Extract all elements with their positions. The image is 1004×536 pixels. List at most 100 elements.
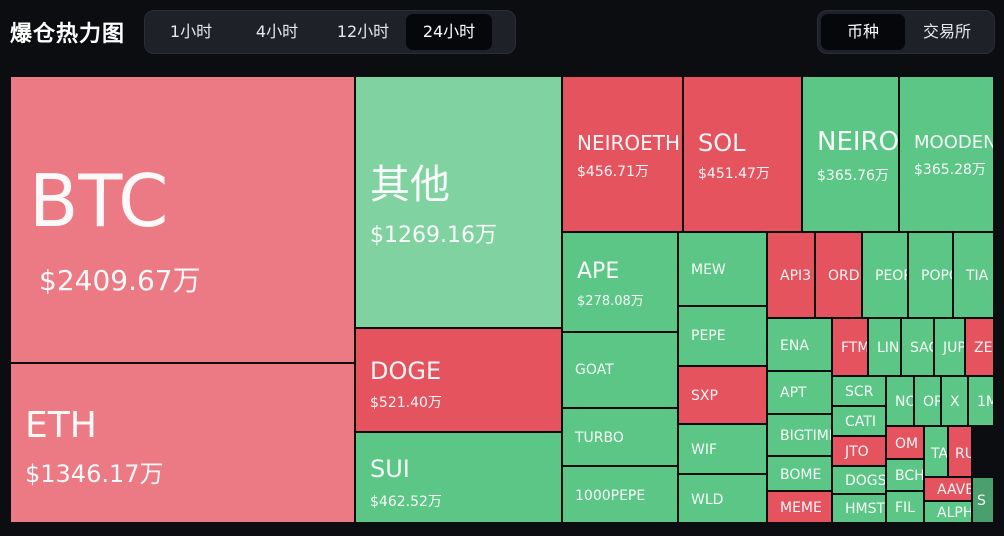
heatmap-tile-not[interactable]: NOT: [886, 376, 914, 426]
tile-symbol: TAO: [931, 446, 948, 462]
heatmap-tile-dogs[interactable]: DOGS: [832, 466, 886, 494]
tile-symbol: AAVE: [937, 482, 972, 498]
heatmap-tile-scr[interactable]: SCR: [832, 376, 886, 406]
heatmap-tile-link[interactable]: LINK: [868, 318, 901, 376]
heatmap-tile-popcat[interactable]: POPCAT: [908, 232, 953, 318]
tile-value: $278.08万: [577, 294, 644, 309]
page-title: 爆仓热力图: [10, 22, 126, 47]
tile-symbol: ZEC: [974, 340, 993, 356]
heatmap-tile-turbo[interactable]: TURBO: [562, 408, 678, 466]
tab-24h[interactable]: 24小时: [406, 14, 492, 50]
tile-symbol: SAGA: [910, 340, 933, 356]
heatmap-tile-aave[interactable]: AAVE: [924, 477, 972, 501]
heatmap-tile-people[interactable]: PEOPLE: [862, 232, 908, 318]
heatmap-tile-bome[interactable]: BOME: [767, 456, 832, 491]
tile-symbol: SXP: [691, 388, 718, 404]
heatmap-tile-1000pepe[interactable]: 1000PEPE: [562, 466, 678, 523]
heatmap-tile-mew[interactable]: MEW: [678, 232, 767, 306]
tab-coin[interactable]: 币种: [821, 14, 905, 50]
tile-symbol: NOT: [895, 394, 913, 410]
tile-symbol: BTC: [29, 159, 169, 243]
heatmap-tile-om[interactable]: OM: [886, 426, 924, 459]
heatmap-tile-moodeng[interactable]: MOODENG $365.28万: [899, 76, 994, 232]
heatmap-tile-meme[interactable]: MEME: [767, 491, 832, 523]
tile-symbol: WIF: [691, 442, 718, 458]
tile-symbol: PEPE: [691, 328, 726, 344]
heatmap-tile-zec[interactable]: ZEC: [965, 318, 994, 376]
time-range-tabs: 1小时 4小时 12小时 24小时: [144, 10, 516, 54]
group-by-tabs: 币种 交易所: [817, 10, 995, 54]
liquidation-heatmap: BTC $2409.67万 ETH $1346.17万 其他 $1269.16万 DOGE $…: [10, 76, 994, 523]
tile-symbol: TURBO: [575, 430, 624, 446]
tile-symbol: CATI: [845, 414, 876, 430]
heatmap-tile-ape[interactable]: APE $278.08万: [562, 232, 678, 332]
heatmap-tile-s[interactable]: S: [972, 477, 994, 523]
heatmap-tile-btc[interactable]: BTC $2409.67万: [10, 76, 355, 363]
tile-symbol: RUNE: [955, 446, 971, 462]
heatmap-tile-fil[interactable]: FIL: [886, 491, 924, 523]
tab-exchange[interactable]: 交易所: [922, 22, 971, 41]
heatmap-tile-bigtime[interactable]: BIGTIME: [767, 414, 832, 456]
heatmap-tile-pepe[interactable]: PEPE: [678, 306, 767, 366]
tile-symbol: JTO: [845, 444, 869, 460]
tile-symbol: MEME: [780, 500, 822, 516]
tile-symbol: ORDI: [828, 268, 862, 284]
tile-symbol: SUI: [370, 455, 410, 483]
tile-symbol: TIA: [966, 268, 989, 284]
heatmap-tile-cati[interactable]: CATI: [832, 406, 886, 436]
heatmap-tile-neiro[interactable]: NEIRO $365.76万: [802, 76, 899, 232]
heatmap-tile-rune[interactable]: RUNE: [948, 426, 972, 477]
tile-symbol: MOODENG: [914, 132, 993, 153]
heatmap-tile-saga[interactable]: SAGA: [901, 318, 934, 376]
tab-1h[interactable]: 1小时: [169, 22, 213, 41]
tile-symbol: DOGS: [845, 473, 886, 489]
heatmap-tile-hmstr[interactable]: HMSTR: [832, 494, 886, 523]
heatmap-tile-x[interactable]: X: [941, 376, 968, 426]
heatmap-tile-neiroeth[interactable]: NEIROETH $456.71万: [562, 76, 683, 232]
heatmap-tile-eth[interactable]: ETH $1346.17万: [10, 363, 355, 523]
tile-symbol: APE: [577, 259, 620, 284]
tile-symbol: SCR: [845, 384, 874, 400]
heatmap-tile-alph[interactable]: ALPH: [924, 501, 972, 523]
tile-symbol: 1000PEPE: [575, 488, 646, 504]
tile-symbol: LINK: [877, 340, 900, 356]
tile-value: $365.28万: [914, 162, 986, 178]
heatmap-tile-wld[interactable]: WLD: [678, 474, 767, 523]
heatmap-tile-doge[interactable]: DOGE $521.40万: [355, 328, 562, 432]
heatmap-tile-bch[interactable]: BCH: [886, 459, 924, 491]
heatmap-tile-sxp[interactable]: SXP: [678, 366, 767, 424]
tile-symbol: GOAT: [575, 362, 614, 378]
tile-symbol: OP: [923, 394, 941, 410]
heatmap-tile-ordi[interactable]: ORDI: [815, 232, 862, 318]
tile-symbol: S: [977, 493, 986, 509]
tile-symbol: ENA: [780, 338, 809, 354]
heatmap-tile-ena[interactable]: ENA: [767, 318, 832, 371]
tile-symbol: BIGTIME: [780, 428, 832, 444]
tile-symbol: X: [950, 394, 960, 410]
tile-symbol: HMSTR: [845, 501, 886, 517]
tile-value: $1346.17万: [25, 460, 164, 488]
heatmap-tile-sol[interactable]: SOL $451.47万: [683, 76, 802, 232]
tile-symbol: NEIRO: [817, 127, 899, 157]
heatmap-tile-tao[interactable]: TAO: [924, 426, 948, 477]
tile-symbol: 其他: [370, 162, 450, 208]
heatmap-tile-其他[interactable]: 其他 $1269.16万: [355, 76, 562, 328]
heatmap-tile-1mbabydoge[interactable]: 1MBABYDOGE: [968, 376, 994, 426]
heatmap-tile-ftm[interactable]: FTM: [832, 318, 868, 376]
heatmap-tile-wif[interactable]: WIF: [678, 424, 767, 474]
heatmap-tile-op[interactable]: OP: [914, 376, 941, 426]
heatmap-tile-apt[interactable]: APT: [767, 371, 832, 414]
heatmap-tile-jup[interactable]: JUP: [934, 318, 965, 376]
tile-symbol: ETH: [25, 405, 97, 446]
tab-12h[interactable]: 12小时: [336, 22, 390, 41]
tile-symbol: SOL: [698, 129, 746, 157]
heatmap-tile-sui[interactable]: SUI $462.52万: [355, 432, 562, 523]
tab-4h[interactable]: 4小时: [255, 22, 299, 41]
heatmap-tile-jto[interactable]: JTO: [832, 436, 886, 466]
heatmap-tile-api3[interactable]: API3: [767, 232, 815, 318]
tile-symbol: MEW: [691, 262, 726, 278]
tile-value: $2409.67万: [39, 264, 201, 297]
heatmap-tile-tia[interactable]: TIA: [953, 232, 994, 318]
heatmap-tile-goat[interactable]: GOAT: [562, 332, 678, 408]
tile-symbol: ALPH: [937, 505, 972, 521]
